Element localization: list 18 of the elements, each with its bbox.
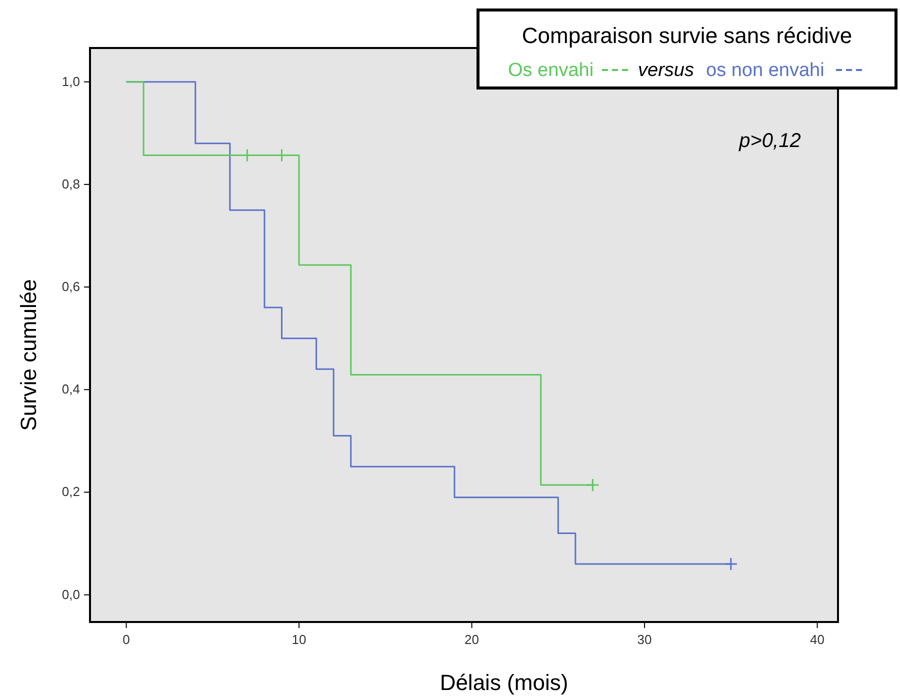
annotation: p>0,12 bbox=[738, 130, 801, 152]
legend-label: os non envahi bbox=[706, 60, 824, 81]
annotation: versus bbox=[638, 60, 694, 81]
y-tick-label: 0,2 bbox=[62, 484, 80, 500]
y-tick-label: 0,4 bbox=[62, 382, 80, 397]
y-tick-label: 0,6 bbox=[62, 279, 80, 294]
chart-title: Comparaison survie sans récidive bbox=[522, 23, 852, 48]
x-tick-label: 30 bbox=[637, 632, 652, 647]
y-tick-label: 0,8 bbox=[62, 176, 80, 192]
y-tick-label: 1,0 bbox=[62, 74, 80, 89]
legend-label: Os envahi bbox=[508, 60, 594, 81]
x-tick-label: 10 bbox=[292, 632, 306, 647]
x-axis-title: Délais (mois) bbox=[440, 670, 568, 695]
y-tick-label: 0,0 bbox=[62, 586, 80, 602]
x-tick-label: 40 bbox=[810, 632, 825, 647]
x-tick-label: 20 bbox=[464, 632, 480, 647]
y-axis-title: Survie cumulée bbox=[16, 279, 41, 431]
x-tick-label: 0 bbox=[122, 632, 130, 647]
